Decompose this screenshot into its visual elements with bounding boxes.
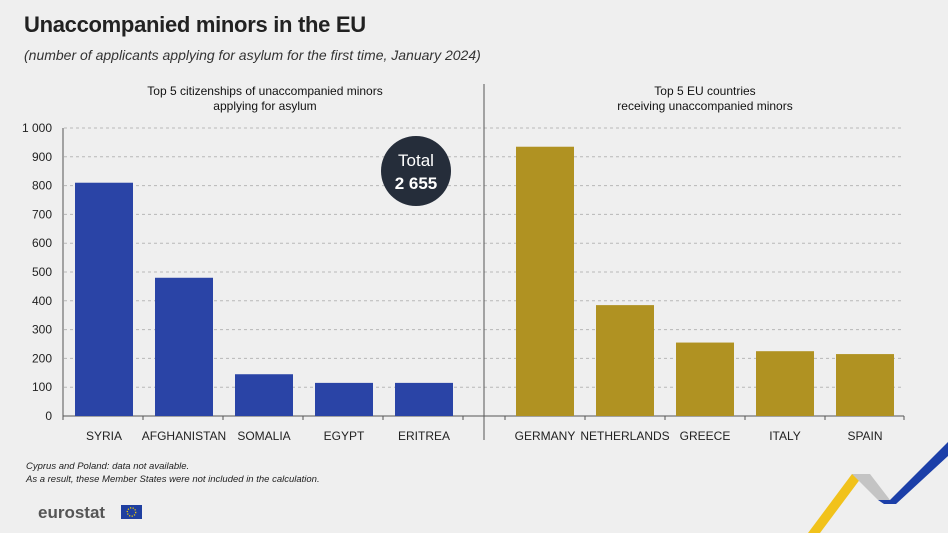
right-panel-title-line-2: receiving unaccompanied minors [617,99,793,113]
y-tick-label: 0 [45,409,52,423]
y-tick-label: 1 000 [22,121,52,135]
left-panel-title-line-1: Top 5 citizenships of unaccompanied mino… [147,84,383,98]
y-tick-label: 600 [32,236,52,250]
total-badge-label: Total [398,151,434,170]
x-category-label: SYRIA [86,429,122,443]
bar-netherlands [596,305,654,416]
footnote-2: As a result, these Member States were no… [26,474,320,485]
right-panel-title: Top 5 EU countries receiving unaccompani… [560,84,850,114]
chart-subtitle: (number of applicants applying for asylu… [24,47,481,63]
eu-flag-icon [121,505,142,519]
y-tick-label: 300 [32,323,52,337]
x-category-label: NETHERLANDS [580,429,669,443]
y-tick-label: 100 [32,380,52,394]
y-tick-label: 500 [32,265,52,279]
y-tick-label: 400 [32,294,52,308]
x-category-label: ITALY [769,429,801,443]
bar-italy [756,351,814,416]
bar-germany [516,146,574,416]
y-tick-label: 900 [32,150,52,164]
x-category-label: GREECE [680,429,731,443]
total-badge [381,136,451,206]
x-category-label: AFGHANISTAN [142,429,226,443]
x-category-label: SOMALIA [237,429,290,443]
decorative-ribbon-icon [808,442,948,533]
bar-egypt [315,382,373,416]
bar-syria [75,182,133,416]
eurostat-logo: eurostat [38,503,106,522]
chart-title: Unaccompanied minors in the EU [24,12,366,37]
bar-afghanistan [155,277,213,416]
x-category-label: SPAIN [847,429,882,443]
y-tick-label: 200 [32,351,52,365]
left-panel-title-line-2: applying for asylum [213,99,317,113]
y-tick-label: 700 [32,207,52,221]
x-category-label: EGYPT [324,429,365,443]
total-badge-value: 2 655 [395,174,438,193]
x-category-label: ERITREA [398,429,450,443]
left-panel-title: Top 5 citizenships of unaccompanied mino… [120,84,410,114]
x-category-label: GERMANY [515,429,576,443]
right-panel-title-line-1: Top 5 EU countries [654,84,756,98]
bar-spain [836,354,894,416]
bar-eritrea [395,382,453,416]
y-tick-label: 800 [32,179,52,193]
bar-somalia [235,374,293,416]
bar-greece [676,342,734,416]
footnote-1: Cyprus and Poland: data not available. [26,461,190,472]
